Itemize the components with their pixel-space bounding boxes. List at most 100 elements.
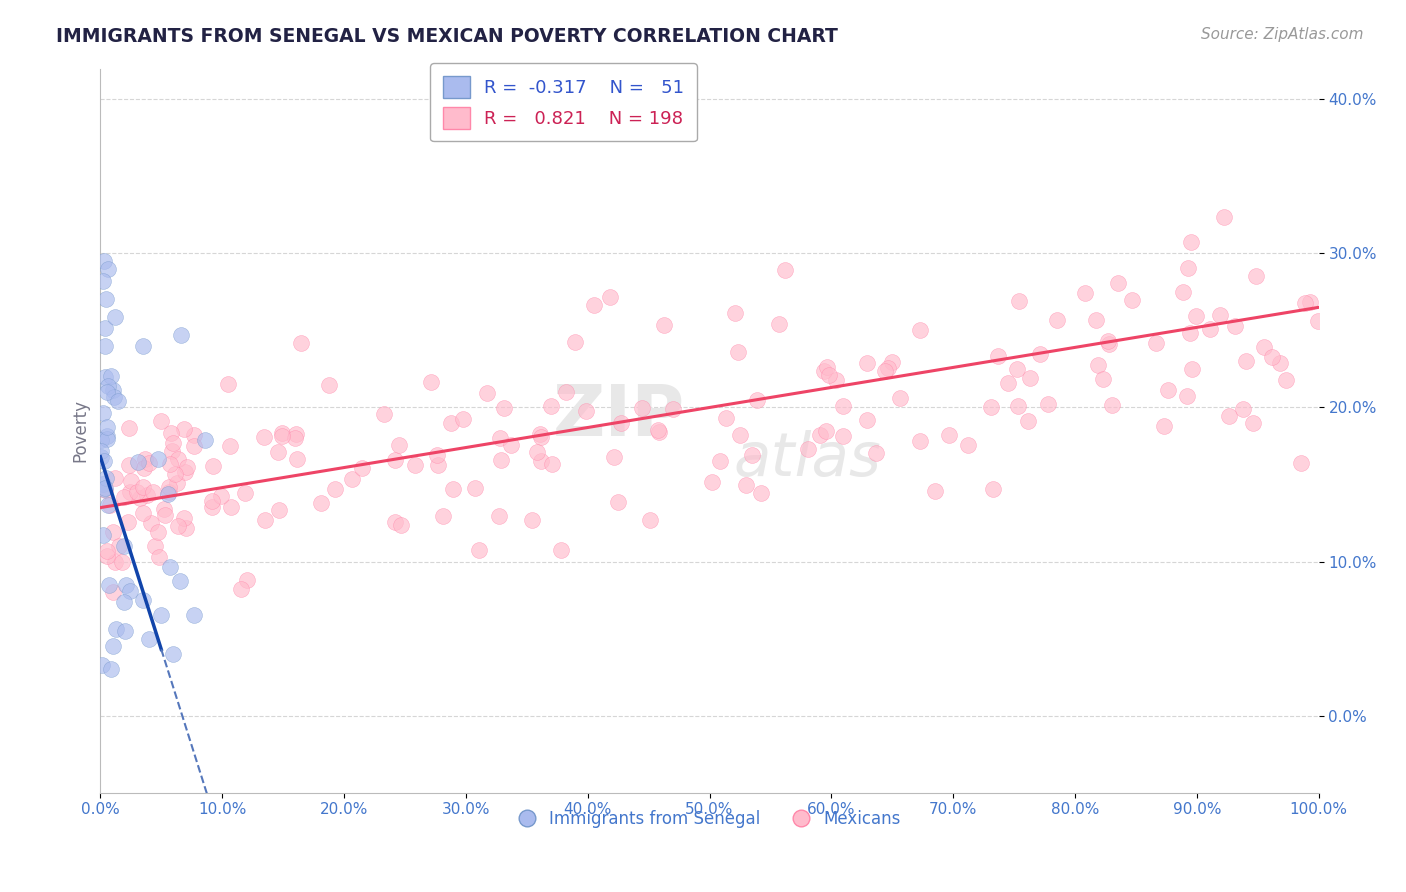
- Point: [201, 500, 224, 514]
- Point: [93, 476, 115, 491]
- Point: [1087, 358, 1109, 372]
- Point: [1306, 314, 1329, 328]
- Point: [271, 425, 294, 440]
- Point: [1213, 210, 1236, 224]
- Point: [134, 452, 156, 467]
- Point: [128, 491, 150, 506]
- Point: [1199, 321, 1222, 335]
- Point: [118, 485, 141, 500]
- Point: [1270, 356, 1292, 370]
- Point: [583, 298, 606, 312]
- Point: [768, 318, 790, 332]
- Point: [1005, 361, 1028, 376]
- Point: [103, 585, 125, 599]
- Point: [1223, 318, 1246, 333]
- Point: [160, 426, 183, 441]
- Point: [876, 360, 898, 375]
- Point: [105, 622, 128, 636]
- Point: [1178, 326, 1201, 341]
- Point: [96, 549, 118, 564]
- Point: [91, 406, 114, 420]
- Point: [166, 476, 188, 491]
- Point: [1107, 276, 1129, 290]
- Point: [384, 515, 406, 529]
- Point: [938, 428, 960, 442]
- Point: [981, 482, 1004, 496]
- Point: [773, 263, 796, 277]
- Point: [1144, 336, 1167, 351]
- Point: [219, 500, 242, 515]
- Point: [388, 437, 411, 451]
- Point: [1173, 285, 1195, 300]
- Point: [1260, 350, 1282, 364]
- Point: [882, 354, 904, 368]
- Point: [550, 542, 572, 557]
- Point: [855, 412, 877, 426]
- Point: [101, 524, 124, 539]
- Point: [236, 573, 259, 587]
- Point: [404, 458, 426, 472]
- Point: [142, 485, 165, 500]
- Point: [997, 376, 1019, 390]
- Point: [735, 478, 758, 492]
- Point: [157, 484, 180, 499]
- Point: [98, 578, 121, 592]
- Point: [1180, 235, 1202, 249]
- Point: [91, 274, 114, 288]
- Point: [132, 593, 155, 607]
- Point: [112, 539, 135, 553]
- Point: [1121, 293, 1143, 307]
- Point: [174, 465, 197, 479]
- Point: [162, 647, 184, 661]
- Point: [728, 427, 751, 442]
- Point: [183, 439, 205, 453]
- Point: [107, 393, 129, 408]
- Point: [606, 494, 628, 508]
- Point: [150, 608, 173, 623]
- Point: [148, 452, 170, 467]
- Point: [115, 578, 138, 592]
- Point: [873, 364, 896, 378]
- Point: [489, 432, 512, 446]
- Point: [146, 524, 169, 539]
- Point: [284, 431, 307, 445]
- Point: [440, 416, 463, 430]
- Point: [1153, 418, 1175, 433]
- Point: [1236, 354, 1258, 368]
- Point: [1097, 334, 1119, 349]
- Point: [526, 445, 548, 459]
- Point: [1298, 294, 1320, 309]
- Point: [832, 400, 855, 414]
- Point: [108, 539, 131, 553]
- Point: [132, 506, 155, 520]
- Point: [167, 451, 190, 466]
- Point: [117, 515, 139, 529]
- Point: [1036, 396, 1059, 410]
- Point: [1007, 399, 1029, 413]
- Point: [427, 458, 450, 472]
- Point: [1253, 340, 1275, 354]
- Point: [384, 452, 406, 467]
- Point: [602, 450, 624, 464]
- Point: [104, 471, 127, 485]
- Point: [813, 363, 835, 377]
- Point: [647, 423, 669, 437]
- Point: [980, 400, 1002, 414]
- Point: [166, 518, 188, 533]
- Point: [389, 518, 412, 533]
- Point: [1232, 402, 1254, 417]
- Point: [373, 407, 395, 421]
- Point: [135, 488, 157, 502]
- Point: [1294, 296, 1316, 310]
- Point: [159, 560, 181, 574]
- Text: atlas: atlas: [734, 430, 882, 489]
- Text: IMMIGRANTS FROM SENEGAL VS MEXICAN POVERTY CORRELATION CHART: IMMIGRANTS FROM SENEGAL VS MEXICAN POVER…: [56, 27, 838, 45]
- Point: [233, 486, 256, 500]
- Point: [648, 425, 671, 440]
- Point: [700, 475, 723, 490]
- Point: [100, 369, 122, 384]
- Point: [183, 608, 205, 623]
- Point: [267, 445, 290, 459]
- Point: [808, 428, 831, 442]
- Point: [169, 574, 191, 589]
